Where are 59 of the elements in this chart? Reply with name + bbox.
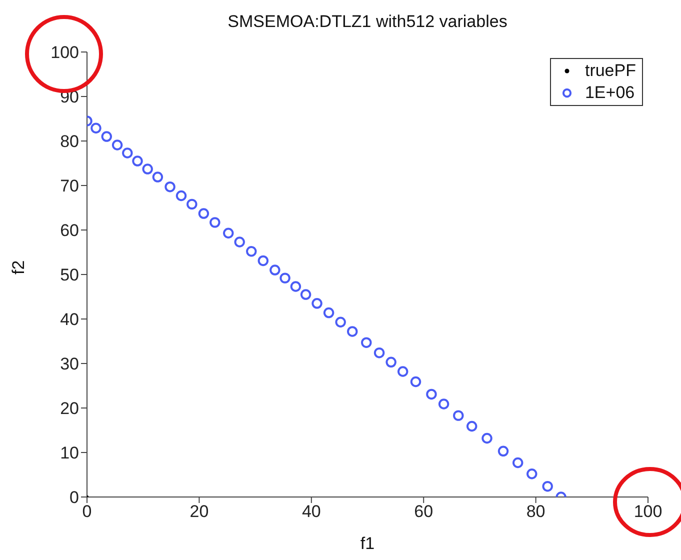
chart-title: SMSEMOA:DTLZ1 with512 variables (226, 12, 508, 32)
legend-label: 1E+06 (584, 82, 635, 104)
point (210, 217, 220, 228)
y-tick-label: 70 (60, 176, 79, 196)
point (526, 468, 538, 480)
point (386, 356, 396, 368)
point (312, 298, 322, 309)
point (164, 181, 176, 192)
y-tick-label: 20 (60, 399, 79, 418)
point (374, 347, 385, 358)
point (186, 198, 198, 210)
point (90, 122, 102, 134)
point (426, 388, 437, 400)
y-tick-label: 100 (50, 43, 79, 62)
point (132, 156, 143, 166)
point (112, 140, 123, 150)
x-tick-label: 20 (190, 502, 209, 522)
point (176, 190, 187, 202)
point (290, 281, 302, 292)
point (246, 246, 257, 257)
point (300, 289, 312, 300)
y-tick-label: 0 (70, 488, 79, 508)
legend-label: truePF (584, 60, 636, 82)
point (280, 272, 290, 284)
x-tick-label: 0 (82, 502, 92, 522)
x-tick-label: 100 (634, 502, 662, 522)
point (234, 236, 245, 248)
y-tick-label: 30 (60, 354, 79, 374)
y-tick-label: 50 (60, 266, 79, 285)
point (346, 326, 358, 337)
point (323, 307, 334, 318)
x-axis-title: f1 (360, 534, 375, 553)
point (142, 164, 153, 174)
point (453, 410, 464, 421)
point (258, 255, 269, 266)
point (101, 131, 112, 142)
point (542, 480, 553, 492)
point (512, 457, 524, 468)
y-tick-label: 40 (60, 310, 79, 330)
point (410, 376, 422, 388)
point (152, 172, 164, 182)
point (270, 264, 280, 276)
x-tick-label: 60 (414, 502, 434, 522)
point (361, 337, 372, 348)
y-tick-label: 80 (60, 132, 79, 152)
point (438, 398, 450, 410)
y-tick-label: 60 (60, 221, 79, 240)
y-axis-title: f2 (9, 260, 28, 274)
x-tick-label: 80 (526, 502, 546, 522)
y-tick-label: 10 (60, 444, 79, 463)
point (335, 316, 346, 328)
point (397, 366, 408, 377)
point (198, 208, 210, 219)
point (223, 228, 234, 238)
x-tick-label: 40 (302, 502, 321, 522)
point (122, 148, 133, 158)
point (482, 432, 492, 444)
point (466, 420, 478, 432)
point (498, 446, 509, 457)
